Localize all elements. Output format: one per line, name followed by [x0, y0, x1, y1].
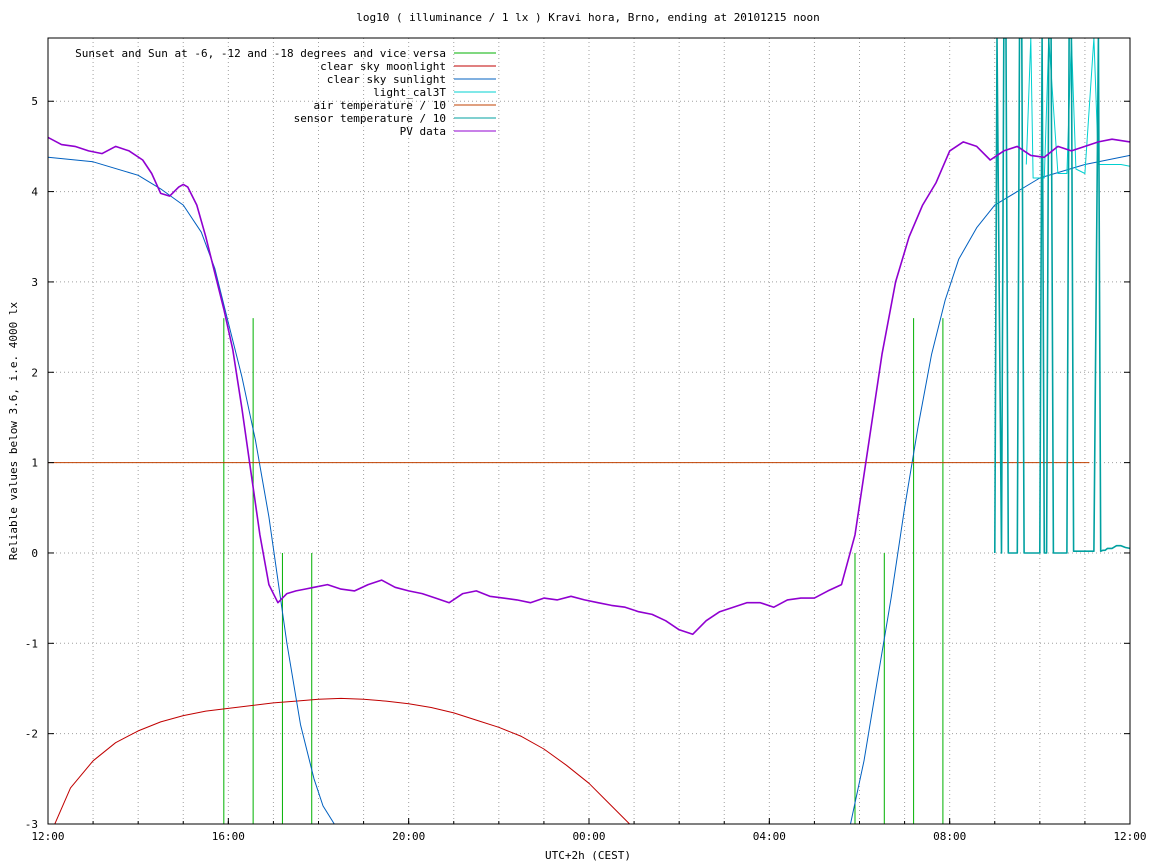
x-tick-label: 20:00	[392, 830, 425, 843]
series-6-line	[48, 136, 1130, 636]
chart-title: log10 ( illuminance / 1 lx ) Kravi hora,…	[356, 11, 820, 24]
x-tick-label: 12:00	[31, 830, 64, 843]
legend: Sunset and Sun at -6, -12 and -18 degree…	[75, 47, 496, 138]
legend-label: sensor temperature / 10	[294, 112, 446, 125]
y-tick-label: 4	[31, 186, 38, 199]
y-axis-label: Reliable values below 3.6, i.e. 4000 lx	[7, 301, 20, 560]
legend-label: light_cal3T	[373, 86, 446, 99]
x-tick-label: 16:00	[212, 830, 245, 843]
series-2-line	[48, 154, 1130, 824]
y-tick-label: 1	[31, 457, 38, 470]
legend-label: air temperature / 10	[314, 99, 446, 112]
y-tick-label: 3	[31, 276, 38, 289]
y-tick-label: -1	[25, 637, 38, 650]
y-tick-label: -2	[25, 728, 38, 741]
x-axis-label: UTC+2h (CEST)	[545, 849, 631, 862]
x-tick-label: 08:00	[933, 830, 966, 843]
y-tick-label: 5	[31, 95, 38, 108]
axes: 12:00 16:00 20:00 00:00 04:00 08:00 12:00-3-2-…	[25, 95, 1147, 843]
series-3-line	[1025, 38, 1130, 179]
series-group	[48, 38, 1130, 824]
legend-label: Sunset and Sun at -6, -12 and -18 degree…	[75, 47, 446, 60]
y-tick-label: 0	[31, 547, 38, 560]
x-tick-label: 12:00	[1113, 830, 1146, 843]
legend-label: clear sky sunlight	[327, 73, 446, 86]
legend-label: PV data	[400, 125, 446, 138]
series-5-line	[993, 38, 1130, 554]
y-tick-label: 2	[31, 366, 38, 379]
y-tick-label: -3	[25, 818, 38, 831]
x-tick-label: 04:00	[753, 830, 786, 843]
legend-label: clear sky moonlight	[320, 60, 446, 73]
x-tick-label: 00:00	[572, 830, 605, 843]
series-1-line	[54, 697, 630, 824]
